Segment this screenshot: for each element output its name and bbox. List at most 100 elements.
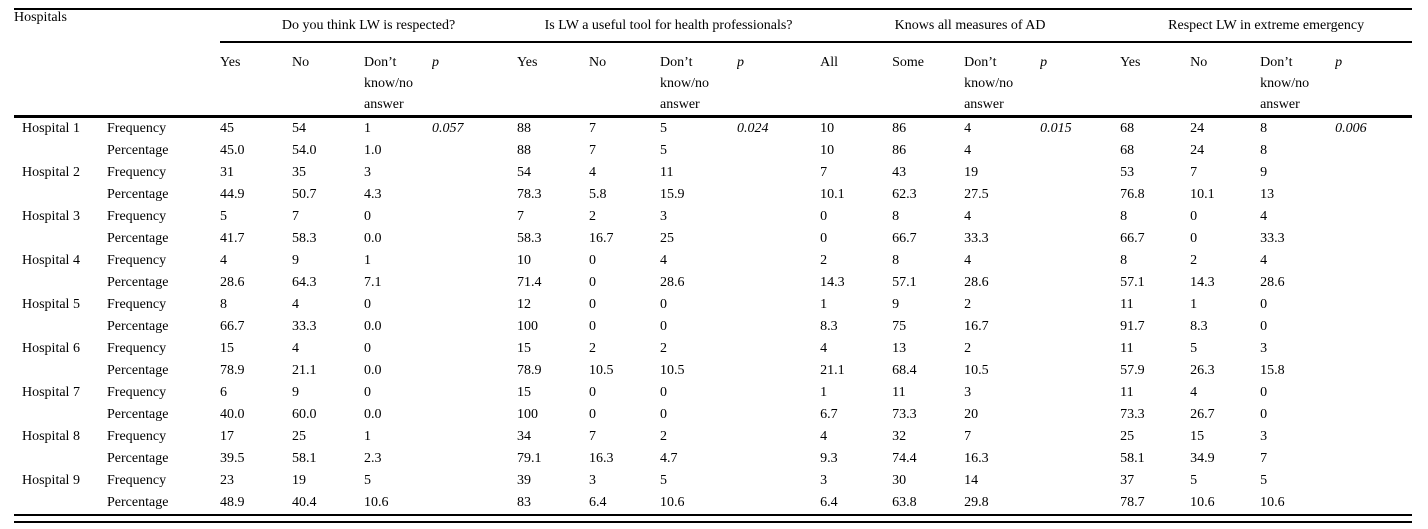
table-cell: [1335, 272, 1412, 294]
table-cell: 4: [964, 253, 972, 268]
table-cell: [1335, 316, 1412, 338]
table-cell: 0: [1260, 407, 1268, 422]
table-cell: [1335, 250, 1412, 272]
table-cell: 74.4: [892, 451, 917, 466]
group-header-lw-respected: Do you think LW is respected?: [220, 9, 518, 43]
table-cell: [432, 140, 517, 162]
table-cell: 12: [517, 297, 532, 312]
table-cell: 31: [220, 165, 235, 180]
table-cell: 0: [1190, 209, 1198, 224]
hospital-label: Hospital 8: [22, 429, 80, 444]
table-cell: 7: [517, 209, 525, 224]
table-cell: [737, 360, 820, 382]
measure-label-percentage: Percentage: [107, 187, 169, 202]
column-header-dont-know: Don’t know/no answer: [364, 42, 433, 118]
column-header-yes: Yes: [517, 42, 590, 118]
table-cell: 2: [964, 341, 972, 356]
table-cell: 2: [964, 297, 972, 312]
table-cell: 3: [1260, 429, 1268, 444]
table-cell: 21.1: [292, 363, 317, 378]
hospital-label: Hospital 5: [22, 297, 80, 312]
table-cell: 7.1: [364, 275, 382, 290]
measure-label-frequency: Frequency: [107, 429, 167, 444]
table-row-frequency: Hospital 8 Frequency 17 25 1 34 7 2 4 32 7 25 15 3: [14, 426, 1412, 448]
table-cell: [1335, 206, 1412, 228]
table-cell: 7: [1190, 165, 1198, 180]
table-row-frequency: Hospital 2 Frequency 31 35 3 54 4 11 7 43 19 53 7 9: [14, 162, 1412, 184]
table-cell: 9: [292, 253, 300, 268]
table-cell: 9: [892, 297, 900, 312]
table-cell: 86: [892, 143, 907, 158]
table-cell: 66.7: [892, 231, 917, 246]
table-cell: [1040, 470, 1120, 492]
table-cell: 60.0: [292, 407, 317, 422]
table-cell: 57.1: [1120, 275, 1145, 290]
table-cell: 28.6: [1260, 275, 1285, 290]
table-cell: 10.6: [1260, 495, 1285, 510]
column-header-p: p: [1040, 42, 1121, 118]
table-cell: 0: [1260, 297, 1268, 312]
table-cell: 39.5: [220, 451, 245, 466]
table-cell: 78.7: [1120, 495, 1145, 510]
table-cell: 26.3: [1190, 363, 1215, 378]
measure-label-frequency: Frequency: [107, 165, 167, 180]
table-cell: [737, 184, 820, 206]
table-cell: 4: [1260, 209, 1268, 224]
table-cell: 10: [820, 121, 835, 136]
table-cell: 0.006: [1335, 121, 1367, 136]
table-cell: 30: [892, 473, 907, 488]
hospital-label: Hospital 1: [22, 121, 80, 136]
table-cell: 75: [892, 319, 907, 334]
table-cell: 35: [292, 165, 307, 180]
column-header-no: No: [292, 42, 365, 118]
table-cell: 50.7: [292, 187, 317, 202]
group-header-row: Hospitals Do you think LW is respected? …: [14, 9, 1413, 118]
table-cell: 5: [364, 473, 372, 488]
table-cell: [737, 316, 820, 338]
measure-label-frequency: Frequency: [107, 385, 167, 400]
table-cell: 15: [517, 385, 532, 400]
table-cell: [1335, 294, 1412, 316]
table-cell: 0: [589, 275, 597, 290]
column-header-p: p: [737, 42, 821, 118]
table-cell: 53: [1120, 165, 1135, 180]
table-cell: 0: [589, 297, 597, 312]
table-cell: [1335, 470, 1412, 492]
hospital-label: Hospital 9: [22, 473, 80, 488]
table-cell: 43: [892, 165, 907, 180]
table-cell: 83: [517, 495, 532, 510]
column-header-dont-know: Don’t know/no answer: [964, 42, 1041, 118]
table-cell: 4: [820, 429, 828, 444]
table-cell: [432, 360, 517, 382]
table-cell: 45.0: [220, 143, 245, 158]
column-header-yes: Yes: [1120, 42, 1191, 118]
table-cell: 3: [364, 165, 372, 180]
table-cell: 19: [292, 473, 307, 488]
table-cell: 5: [660, 121, 668, 136]
group-header-lw-useful: Is LW a useful tool for health professio…: [517, 9, 821, 43]
table-cell: 5: [220, 209, 228, 224]
table-cell: 21.1: [820, 363, 845, 378]
table-cell: [1040, 228, 1120, 250]
table-cell: 19: [964, 165, 979, 180]
table-cell: 63.8: [892, 495, 917, 510]
table-cell: [1040, 448, 1120, 470]
table-cell: 23: [220, 473, 235, 488]
table-cell: 58.3: [292, 231, 317, 246]
measure-label-frequency: Frequency: [107, 473, 167, 488]
table-cell: 25: [292, 429, 307, 444]
table-cell: 16.3: [589, 451, 614, 466]
table-cell: 58.1: [1120, 451, 1145, 466]
table-cell: 40.0: [220, 407, 245, 422]
table-cell: 11: [1120, 385, 1134, 400]
table-cell: 33.3: [292, 319, 317, 334]
table-cell: 1.0: [364, 143, 382, 158]
table-cell: 1: [820, 297, 828, 312]
table-cell: 16.7: [589, 231, 614, 246]
table-row-frequency: Hospital 7 Frequency 6 9 0 15 0 0 1 11 3 11 4 0: [14, 382, 1412, 404]
table-cell: [737, 382, 820, 404]
table-cell: 11: [1120, 341, 1134, 356]
table-cell: 68: [1120, 143, 1135, 158]
table-cell: 8.3: [1190, 319, 1208, 334]
